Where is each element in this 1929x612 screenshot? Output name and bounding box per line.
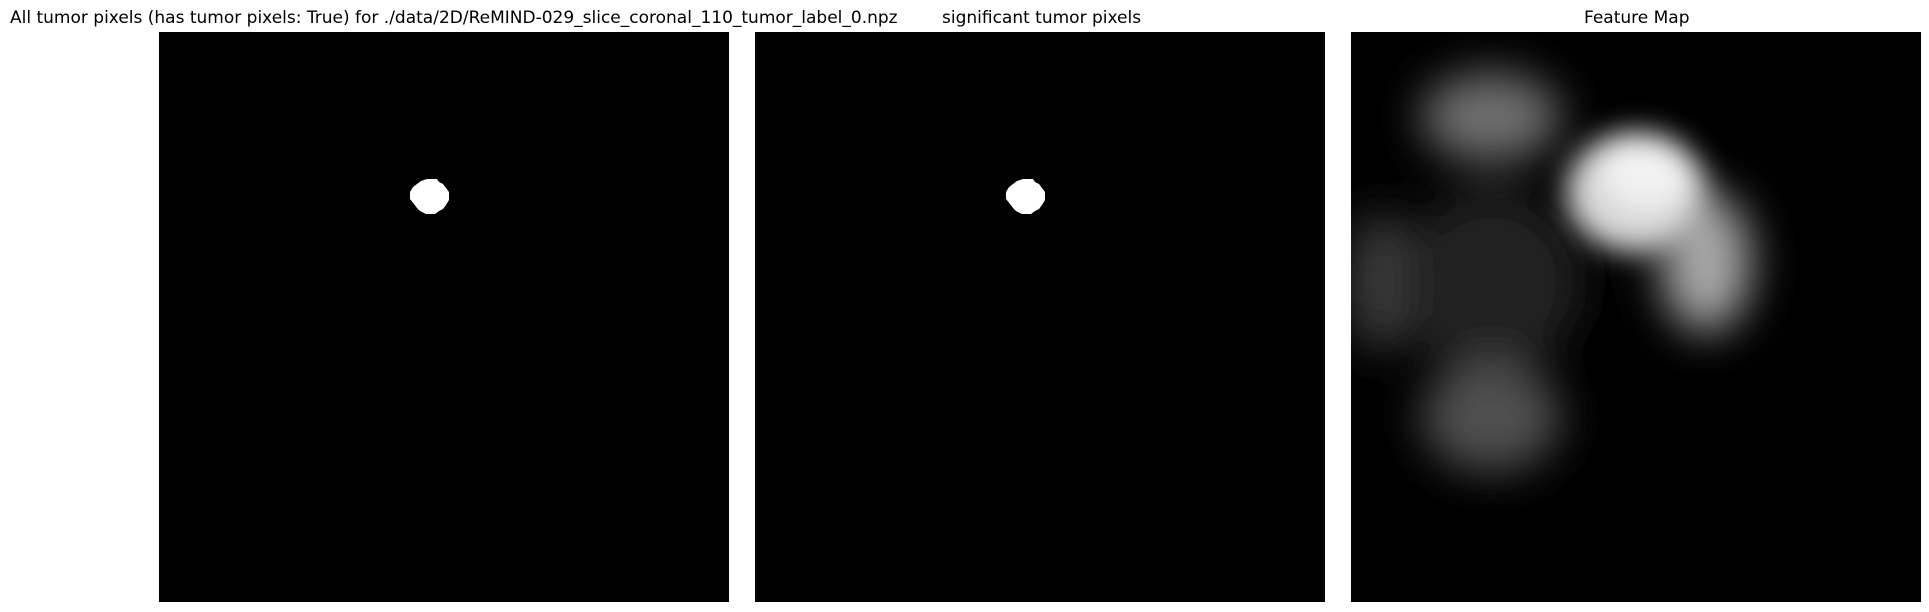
feature-activation-peak — [1566, 132, 1706, 252]
activation-peak-core — [1601, 134, 1691, 210]
activation-center-dim — [1401, 192, 1581, 372]
significant-mask-image — [755, 32, 1325, 602]
panel-title-significant-tumor-pixels: significant tumor pixels — [942, 8, 1142, 28]
mask-background — [755, 32, 1325, 602]
panel-title-all-tumor-pixels: All tumor pixels (has tumor pixels: True… — [10, 8, 898, 28]
feature-map-image — [1351, 32, 1921, 602]
tumor-mask-svg — [159, 32, 729, 602]
tumor-mask-image — [159, 32, 729, 602]
feature-map-svg — [1351, 32, 1921, 602]
activation-bottom-left — [1421, 362, 1561, 472]
tumor-blob — [410, 179, 449, 214]
significant-tumor-blob — [1006, 179, 1045, 214]
mask-background — [159, 32, 729, 602]
activation-left-edge — [1351, 212, 1416, 352]
panel-title-feature-map: Feature Map — [1584, 8, 1690, 28]
activation-top-left — [1421, 72, 1561, 162]
significant-mask-svg — [755, 32, 1325, 602]
